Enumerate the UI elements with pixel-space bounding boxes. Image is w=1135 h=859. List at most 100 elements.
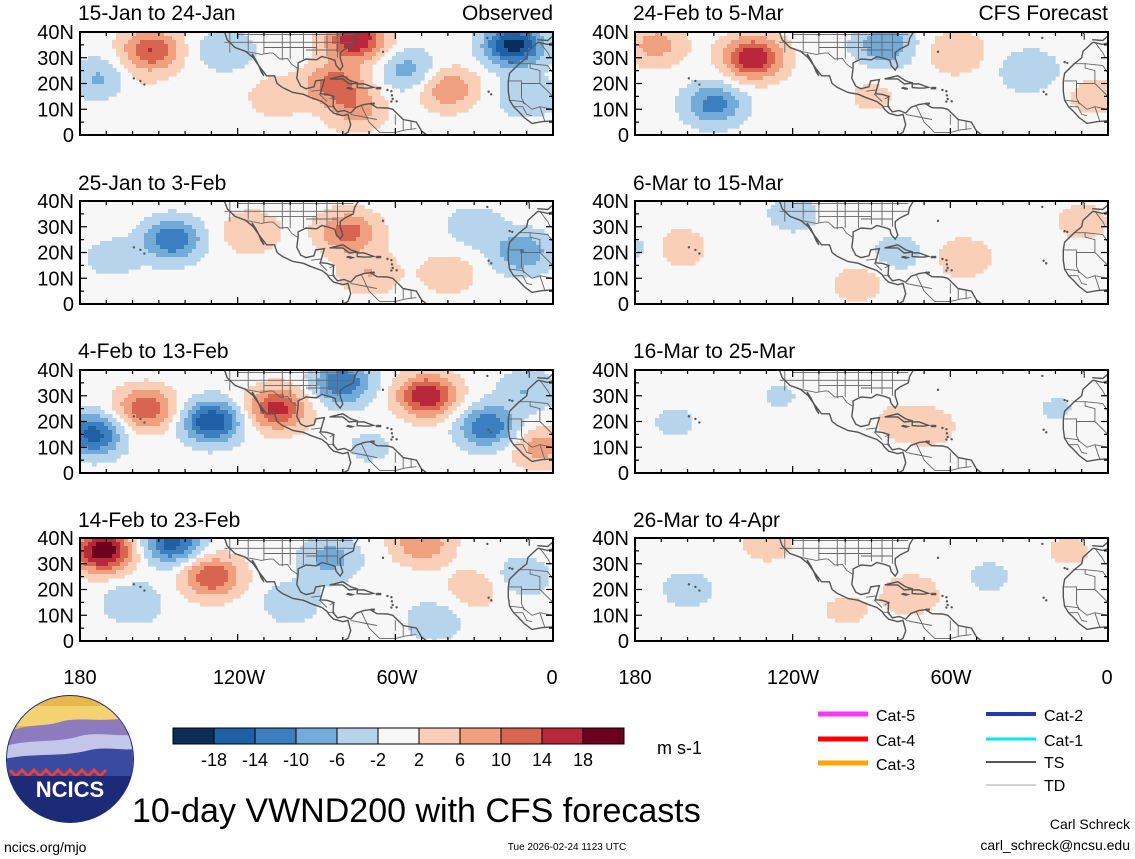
lat-tick-label: 20N [37, 74, 74, 96]
field-cell [500, 229, 505, 234]
field-cell [160, 538, 165, 543]
field-cell [272, 88, 277, 93]
field-cell [540, 398, 545, 403]
field-cell [392, 265, 397, 270]
field-cell [536, 446, 541, 451]
field-cell [496, 402, 501, 407]
field-cell [388, 72, 393, 77]
field-cell [224, 225, 229, 230]
field-cell [220, 68, 225, 73]
field-cell [424, 422, 429, 427]
field-cell [120, 36, 125, 41]
field-cell [400, 382, 405, 387]
field-cell [524, 76, 529, 81]
field-cell [464, 213, 469, 218]
field-cell [364, 285, 369, 290]
field-cell [132, 606, 137, 611]
field-cell [456, 229, 461, 234]
field-cell [384, 76, 389, 81]
field-cell [532, 370, 537, 375]
field-cell [360, 40, 365, 45]
field-cell [84, 442, 89, 447]
field-cell [104, 245, 109, 250]
field-cell [360, 108, 365, 113]
field-cell [432, 84, 437, 89]
field-cell [156, 56, 161, 61]
field-cell [424, 64, 429, 69]
field-cell [336, 261, 341, 266]
field-cell [112, 542, 117, 547]
field-cell [108, 458, 113, 463]
field-cell [436, 289, 441, 294]
field-cell [192, 438, 197, 443]
field-cell [508, 422, 513, 427]
field-cell [452, 438, 457, 443]
field-cell [520, 48, 525, 53]
field-cell [292, 422, 297, 427]
field-cell [264, 245, 269, 250]
field-cell [380, 44, 385, 49]
field-cell [88, 446, 93, 451]
field-cell [472, 410, 477, 415]
field-cell [548, 80, 553, 85]
field-cell [468, 406, 473, 411]
field-cell [364, 217, 369, 222]
field-cell [284, 422, 289, 427]
field-cell [504, 36, 509, 41]
field-cell [352, 60, 357, 65]
field-cell [448, 221, 453, 226]
field-cell [364, 229, 369, 234]
field-cell [356, 92, 361, 97]
field-cell [448, 88, 453, 93]
field-cell [104, 265, 109, 270]
field-cell [504, 438, 509, 443]
field-cell [368, 261, 373, 266]
field-cell [312, 52, 317, 57]
field-cell [156, 213, 161, 218]
field-cell [264, 225, 269, 230]
field-cell [344, 390, 349, 395]
field-cell [464, 442, 469, 447]
field-cell [364, 209, 369, 214]
field-cell [296, 84, 301, 89]
field-cell [548, 104, 553, 109]
field-cell [84, 438, 89, 443]
field-cell [484, 406, 489, 411]
field-cell [300, 418, 305, 423]
field-cell [356, 112, 361, 117]
field-cell [528, 104, 533, 109]
field-cell [332, 72, 337, 77]
field-cell [304, 426, 309, 431]
field-cell [316, 233, 321, 238]
field-cell [428, 374, 433, 379]
field-cell [464, 265, 469, 270]
field-cell [488, 217, 493, 222]
field-cell [376, 237, 381, 242]
field-cell [268, 80, 273, 85]
field-cell [132, 261, 137, 266]
border-line [539, 42, 551, 59]
field-cell [156, 249, 161, 254]
field-cell [500, 40, 505, 45]
field-cell [360, 374, 365, 379]
field-cell [504, 225, 509, 230]
field-cell [364, 80, 369, 85]
island [381, 388, 385, 392]
field-cell [352, 233, 357, 238]
field-cell [516, 64, 521, 69]
field-cell [316, 112, 321, 117]
field-cell [228, 48, 233, 53]
field-cell [124, 265, 129, 270]
field-cell [532, 434, 537, 439]
field-cell [364, 237, 369, 242]
field-cell [140, 586, 145, 591]
field-cell [520, 241, 525, 246]
field-cell [328, 64, 333, 69]
field-cell [164, 562, 169, 567]
field-cell [196, 398, 201, 403]
field-cell [168, 257, 173, 262]
field-cell [284, 402, 289, 407]
field-cell [228, 434, 233, 439]
field-cell [472, 88, 477, 93]
field-cell [352, 124, 357, 129]
